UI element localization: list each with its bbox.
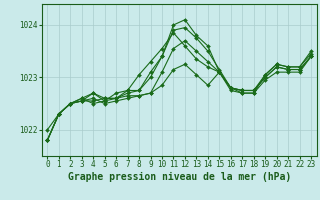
X-axis label: Graphe pression niveau de la mer (hPa): Graphe pression niveau de la mer (hPa) <box>68 172 291 182</box>
